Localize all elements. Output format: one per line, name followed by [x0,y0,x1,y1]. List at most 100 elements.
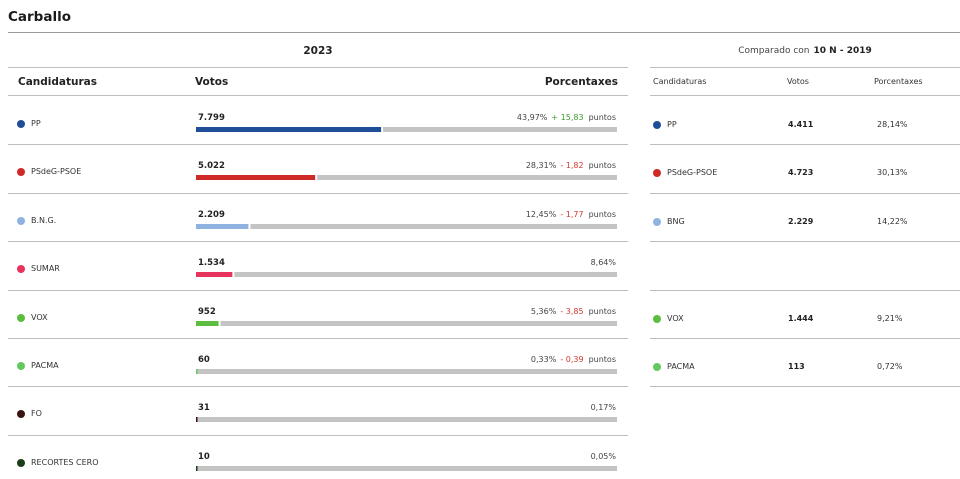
row-divider [8,192,628,194]
party-votes: 4.411 [788,120,814,129]
compare-row-divider [650,241,960,243]
party-percentage: 9,21% [877,313,903,323]
percentage-change: - 0,39 [560,355,584,364]
comparison-election: 10 N - 2019 [813,46,872,56]
party-votes: 60 [198,355,210,365]
bar-track [197,465,617,471]
points-label: puntos [588,209,616,219]
percentage-value: 5,36% [530,306,557,316]
percentage-change: - 1,82 [560,161,584,171]
party-color-dot [17,458,25,467]
party-votes: 2.229 [788,216,814,226]
row-divider [8,338,628,339]
result-row: SUMAR 1.534 8,64% [8,242,628,290]
compare-row: BNG 2.229 14,22% [650,194,960,242]
party-color-dot [17,168,25,177]
bar-fill [196,465,198,471]
party-color-dot [653,169,661,178]
vote-share-bar [196,369,617,374]
party-name: PACMA [667,362,695,371]
header-candidaturas: Candidaturas [18,76,97,88]
bar-fill [196,223,249,229]
compare-row: PACMA 113 0,72% [650,339,960,387]
bar-track [197,369,617,374]
header-bottom-divider-compare [650,95,960,96]
compare-row-divider [650,144,960,146]
percentage-value: 0,17% [590,403,616,413]
header-bottom-divider [8,95,628,96]
party-name: FO [31,409,42,419]
bar-track [317,175,617,181]
percentage-value: 0,33% [530,355,557,364]
compare-header-votos: Votos [787,77,809,86]
points-label: puntos [588,355,616,364]
row-divider [8,241,628,243]
row-divider [8,144,628,146]
percentage-value: 8,64% [590,258,616,268]
row-divider [8,386,628,388]
bar-track [250,223,617,229]
party-name: SUMAR [31,264,60,274]
party-percentage: 30,13% [877,168,908,178]
party-percentage: 12,45% - 1,77 puntos [526,210,616,219]
party-name: PP [31,119,41,128]
party-name: PSdeG-PSOE [31,167,82,177]
points-label: puntos [588,113,616,122]
percentage-change: + 15,83 [551,113,584,122]
party-votes: 1.534 [198,258,225,269]
vote-share-bar [196,465,617,471]
result-row: RECORTES CERO 10 0,05% [8,436,628,479]
result-row: PACMA 60 0,33% - 0,39 puntos [8,339,628,387]
header-top-divider-compare [650,67,960,68]
party-name: VOX [667,313,684,323]
header-porcentaxes: Porcentaxes [544,76,618,88]
vote-share-bar [196,272,617,278]
party-name: PACMA [31,361,59,370]
year-label: 2023 [303,45,333,57]
percentage-change: - 1,77 [560,209,584,219]
bar-fill [196,127,382,132]
vote-share-bar [196,223,617,229]
party-color-dot [653,314,661,323]
result-row: PP 7.799 43,97% + 15,83 puntos [8,97,628,145]
party-votes: 1.444 [788,313,814,323]
result-row: VOX 952 5,36% - 3,85 puntos [8,291,628,339]
compare-row: PP 4.411 28,14% [650,97,960,145]
compare-row: PSdeG-PSOE 4.723 30,13% [650,145,960,193]
party-color-dot [17,410,25,419]
party-name: BNG [667,216,685,226]
bar-fill [196,320,219,326]
party-percentage: 8,64% [591,258,616,267]
party-percentage: 0,05% [591,452,616,461]
percentage-change: - 3,85 [560,306,584,316]
party-percentage: 0,17% [591,403,616,412]
party-percentage: 0,72% [877,362,903,371]
party-votes: 5.022 [198,161,225,172]
compare-row-divider [650,192,960,194]
header-top-divider [8,67,628,68]
party-name: PP [667,120,677,129]
result-row: B.N.G. 2.209 12,45% - 1,77 puntos [8,194,628,242]
party-color-dot [653,363,661,371]
party-votes: 2.209 [198,209,225,220]
party-votes: 4.723 [788,168,814,178]
vote-share-bar [196,320,617,326]
row-divider [8,289,628,291]
title-divider [8,32,960,33]
page-title: Carballo [8,9,71,25]
party-percentage: 28,14% [877,120,908,129]
result-row: FO 31 0,17% [8,387,628,435]
party-name: VOX [31,312,48,322]
vote-share-bar [196,127,617,132]
party-votes: 10 [198,451,210,462]
compare-row-divider [650,386,960,388]
party-color-dot [17,265,25,274]
bar-fill [196,417,198,423]
bar-fill [196,175,316,181]
compare-row-divider [650,338,960,339]
party-color-dot [17,216,25,225]
compare-header-porcentaxes: Porcentaxes [874,77,923,86]
bar-fill [196,369,198,374]
party-color-dot [17,313,25,322]
result-row: PSdeG-PSOE 5.022 28,31% - 1,82 puntos [8,145,628,193]
